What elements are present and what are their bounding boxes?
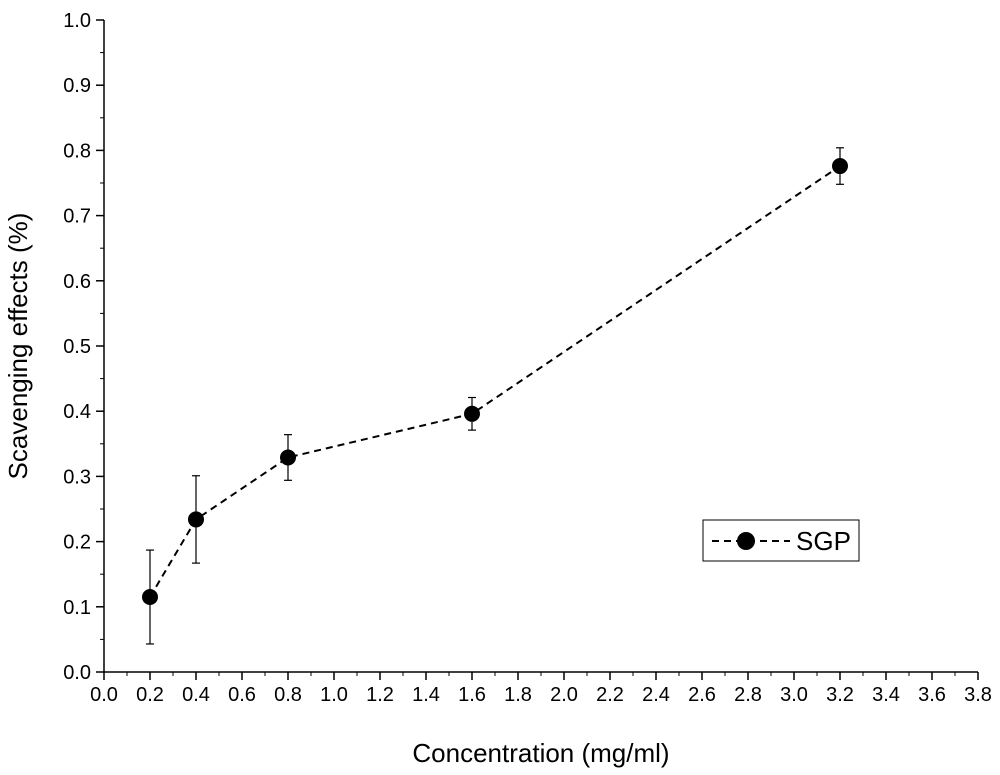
y-tick-label: 0.2	[63, 532, 91, 554]
y-tick-label: 0.8	[63, 140, 91, 162]
x-tick-label: 2.2	[596, 684, 624, 706]
y-tick-label: 0.1	[63, 597, 91, 619]
series-line-sgp	[149, 165, 841, 598]
y-tick-label: 1.0	[63, 10, 91, 32]
x-tick-label: 3.4	[872, 684, 900, 706]
y-tick-label: 0.4	[63, 401, 91, 423]
x-tick-label: 3.2	[826, 684, 854, 706]
x-tick-label: 3.6	[918, 684, 946, 706]
x-tick-label: 3.8	[964, 684, 992, 706]
y-tick-label: 0.5	[63, 336, 91, 358]
x-tick-label: 1.0	[320, 684, 348, 706]
x-tick-label: 2.8	[734, 684, 762, 706]
x-tick-label: 0.0	[90, 684, 118, 706]
data-point	[832, 158, 848, 175]
x-axis-title: Concentration (mg/ml)	[412, 738, 669, 768]
y-tick-label: 0.9	[63, 75, 91, 97]
y-tick-label: 0.6	[63, 271, 91, 293]
x-tick-label: 3.0	[780, 684, 808, 706]
x-tick-label: 2.0	[550, 684, 578, 706]
y-tick-label: 0.3	[63, 466, 91, 488]
legend: SGP	[702, 519, 860, 562]
x-tick-label: 1.8	[504, 684, 532, 706]
legend-marker	[737, 532, 755, 550]
plot-area	[142, 147, 848, 645]
x-tick-label: 1.6	[458, 684, 486, 706]
y-tick-label: 0.0	[63, 662, 91, 684]
x-tick-label: 0.2	[136, 684, 164, 706]
data-point	[142, 589, 158, 606]
x-tick-label: 1.4	[412, 684, 440, 706]
data-point	[188, 511, 204, 528]
x-tick-label: 2.4	[642, 684, 670, 706]
axes: 0.0 0.1 0.2 0.3 0.4 0.5 0.6 0.7 0.8 0.9 1.0 0.0 0.2 0…	[63, 10, 992, 706]
data-point	[464, 405, 480, 422]
data-point	[280, 449, 296, 466]
y-tick-label: 0.7	[63, 206, 91, 228]
x-tick-label: 2.6	[688, 684, 716, 706]
x-tick-label: 0.8	[274, 684, 302, 706]
x-tick-label: 1.2	[366, 684, 394, 706]
y-axis-title: Scavenging effects (%)	[3, 213, 33, 480]
legend-label-sgp: SGP	[796, 526, 851, 556]
x-tick-label: 0.6	[228, 684, 256, 706]
x-tick-label: 0.4	[182, 684, 210, 706]
